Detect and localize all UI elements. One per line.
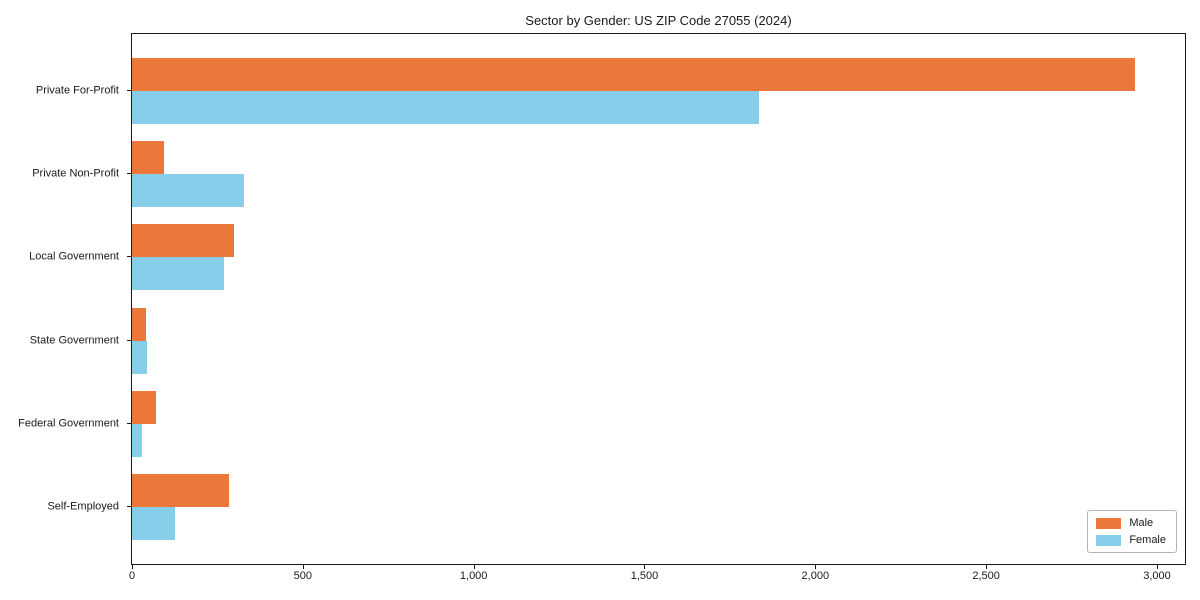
y-tick-mark [127, 422, 131, 424]
category-label: Local Government [29, 250, 119, 263]
plot-area: Male Female [131, 33, 1186, 565]
category-label: Federal Government [18, 417, 119, 430]
bar-female-4 [132, 423, 142, 457]
category-label: Private For-Profit [35, 84, 119, 97]
x-tick-label: 0 [128, 570, 136, 582]
bar-female-1 [132, 174, 245, 208]
x-tick-label: 2,500 [972, 570, 1000, 582]
y-tick-mark [127, 173, 131, 175]
category-label: Private Non-Profit [32, 167, 119, 180]
y-tick-mark [127, 90, 131, 91]
bar-female-0 [132, 91, 759, 124]
y-tick-mark [127, 339, 131, 341]
y-tick-mark [127, 256, 131, 258]
x-tick-mark [644, 565, 646, 569]
chart-title: Sector by Gender: US ZIP Code 27055 (202… [525, 13, 792, 28]
x-tick-mark [132, 565, 133, 569]
category-label: Self-Employed [47, 500, 119, 513]
bar-male-5 [132, 474, 230, 507]
y-tick-mark [127, 506, 131, 507]
x-tick-label: 500 [293, 570, 313, 582]
bar-male-2 [132, 224, 235, 258]
bar-male-3 [132, 307, 146, 341]
x-tick-mark [815, 565, 817, 569]
bar-male-4 [132, 390, 157, 424]
category-label: State Government [29, 334, 119, 347]
legend-label: Male [1129, 517, 1154, 529]
x-tick-mark [986, 565, 988, 569]
bar-male-0 [132, 58, 1135, 91]
x-tick-label: 3,000 [1143, 570, 1171, 582]
x-tick-label: 2,000 [801, 570, 830, 582]
legend: Male Female [1087, 510, 1177, 553]
x-tick-mark [473, 565, 475, 569]
bar-female-2 [132, 257, 225, 291]
x-tick-label: 1,000 [459, 570, 488, 582]
x-tick-mark [1156, 565, 1158, 569]
x-tick-mark [302, 565, 304, 569]
legend-swatch-female [1096, 534, 1122, 546]
legend-label: Female [1129, 534, 1166, 546]
bar-female-3 [132, 340, 148, 374]
legend-swatch-male [1096, 517, 1122, 529]
x-tick-label: 1,500 [630, 570, 659, 582]
bar-male-1 [132, 141, 164, 175]
legend-entry-female: Female [1096, 534, 1166, 546]
legend-entry-male: Male [1096, 517, 1166, 529]
bar-female-5 [132, 507, 176, 540]
